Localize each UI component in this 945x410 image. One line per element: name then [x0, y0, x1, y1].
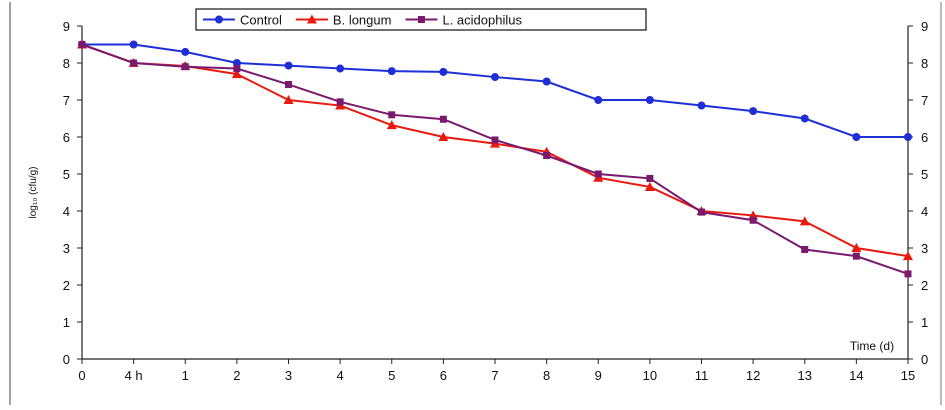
series-1: [77, 39, 913, 261]
x-tick-label: 6: [440, 368, 447, 383]
tick-labels: 0 01 12 23 34 45 56 67 78 89 90 4 h 1 2 3 4 5 6 7 8 9 10 11 12 1…: [63, 19, 928, 383]
data-point: [903, 251, 913, 261]
data-point: [749, 107, 758, 116]
chart-frame: [9, 2, 942, 405]
y-tick-label-left: 8: [63, 56, 70, 71]
y-tick-label-left: 4: [63, 204, 70, 219]
x-tick-label: 8: [543, 368, 550, 383]
x-tick-label: 12: [746, 368, 760, 383]
y-tick-label-right: 2: [921, 278, 928, 293]
data-point: [698, 208, 705, 216]
data-point: [130, 59, 138, 67]
data-point: [851, 243, 862, 252]
data-point: [388, 111, 396, 119]
data-point: [232, 59, 241, 67]
y-tick-label-right: 3: [921, 241, 928, 256]
y-tick-label-right: 7: [921, 93, 928, 108]
y-tick-label-right: 9: [921, 19, 928, 34]
data-point: [904, 133, 912, 141]
x-tick-label: 14: [849, 368, 863, 383]
legend-marker: [306, 14, 317, 24]
x-tick-label: 2: [233, 368, 240, 383]
axes: log₁₀ (cfu/g) Time (d): [28, 26, 909, 360]
data-point: [285, 80, 292, 88]
data-point: [336, 98, 344, 106]
data-point: [284, 61, 293, 70]
data-point: [231, 69, 242, 79]
series-0: [78, 40, 912, 141]
data-point: [438, 132, 449, 141]
x-tick-label: 1: [182, 368, 189, 383]
legend-marker: [417, 16, 425, 23]
y-tick-label-right: 0: [921, 352, 928, 367]
data-point: [491, 73, 499, 82]
y-tick-label-left: 7: [63, 93, 70, 108]
y-tick-label-left: 2: [63, 278, 70, 293]
y-tick-label-right: 5: [921, 167, 928, 182]
data-point: [852, 133, 861, 141]
y-tick-label-right: 8: [921, 56, 928, 71]
data-point: [852, 252, 860, 260]
x-axis-label: Time (d): [850, 339, 894, 353]
data-point: [697, 101, 706, 110]
data-point: [904, 270, 912, 278]
data-point: [542, 77, 551, 86]
data-point: [439, 115, 447, 123]
data-point: [233, 65, 241, 73]
legend-label: B. longum: [333, 13, 392, 28]
legend: Control B. longum L. acidophilus: [195, 8, 647, 31]
data-point: [594, 96, 603, 104]
data-point: [386, 120, 397, 130]
data-point: [336, 64, 345, 73]
data-point: [644, 181, 655, 191]
x-tick-label: 13: [798, 368, 812, 383]
data-point: [129, 40, 138, 49]
y-tick-label-left: 9: [63, 19, 70, 34]
legend-marker: [215, 15, 223, 24]
y-axis-label: log₁₀ (cfu/g): [28, 167, 39, 219]
x-tick-label: 7: [491, 368, 498, 383]
y-tick-label-left: 3: [63, 241, 70, 256]
y-tick-label-left: 1: [63, 315, 70, 330]
data-point: [181, 63, 189, 71]
data-point: [799, 216, 810, 226]
y-tick-label-right: 6: [921, 130, 928, 145]
x-tick-label: 4: [337, 368, 344, 383]
x-tick-label: 15: [901, 368, 915, 383]
y-tick-label-left: 6: [63, 130, 70, 145]
data-point: [439, 67, 448, 76]
series-2: [78, 41, 912, 278]
legend-label: Control: [240, 13, 282, 28]
y-tick-label-right: 4: [921, 204, 928, 219]
data-point: [646, 174, 654, 182]
data-point: [491, 136, 499, 144]
data-point: [283, 95, 294, 104]
data-point: [645, 96, 654, 104]
series-lines: [77, 39, 913, 278]
x-tick-label: 3: [285, 368, 292, 383]
x-tick-label: 0: [78, 368, 85, 383]
data-point: [387, 67, 396, 76]
x-tick-label: 11: [695, 368, 709, 383]
legend-label: L. acidophilus: [442, 13, 522, 28]
data-point: [749, 216, 757, 224]
y-tick-label-right: 1: [921, 315, 928, 330]
data-point: [801, 245, 809, 253]
data-point: [78, 41, 86, 48]
data-point: [594, 170, 602, 178]
data-point: [543, 152, 551, 159]
x-tick-label: 5: [388, 368, 395, 383]
data-point: [800, 114, 809, 123]
x-tick-label: 10: [643, 368, 657, 383]
y-tick-label-left: 0: [63, 352, 70, 367]
data-point: [181, 47, 190, 56]
x-tick-label: 4 h: [125, 368, 143, 383]
y-tick-label-left: 5: [63, 167, 70, 182]
x-tick-label: 9: [595, 368, 602, 383]
series-line: [82, 43, 908, 138]
